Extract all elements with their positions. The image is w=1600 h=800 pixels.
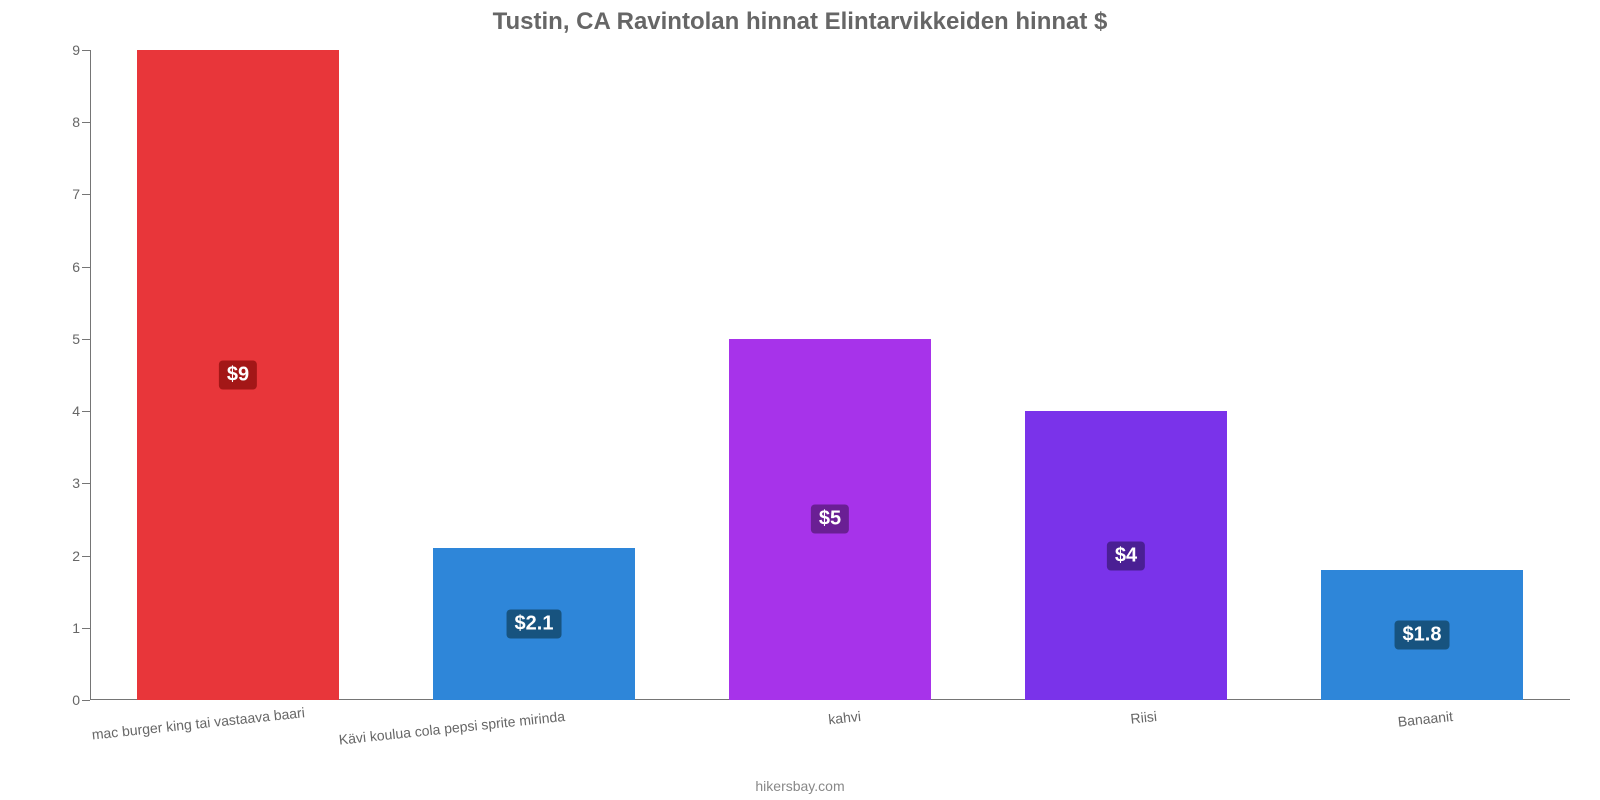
y-tick — [82, 122, 90, 123]
y-tick-label: 9 — [50, 42, 80, 58]
bar-value-label: $1.8 — [1395, 621, 1450, 650]
y-tick — [82, 267, 90, 268]
y-tick-label: 5 — [50, 331, 80, 347]
y-tick-label: 3 — [50, 475, 80, 491]
bar-value-label: $9 — [219, 361, 257, 390]
price-bar-chart: Tustin, CA Ravintolan hinnat Elintarvikk… — [0, 0, 1600, 800]
chart-credit: hikersbay.com — [0, 778, 1600, 794]
y-tick-label: 6 — [50, 259, 80, 275]
x-category-label: mac burger king tai vastaava baari — [91, 708, 270, 743]
y-tick-label: 2 — [50, 548, 80, 564]
chart-title: Tustin, CA Ravintolan hinnat Elintarvikk… — [0, 8, 1600, 36]
y-tick — [82, 339, 90, 340]
y-tick — [82, 700, 90, 701]
bar-value-label: $5 — [811, 505, 849, 534]
bar-value-label: $4 — [1107, 541, 1145, 570]
y-tick-label: 1 — [50, 620, 80, 636]
plot-area: 0123456789$9mac burger king tai vastaava… — [90, 50, 1570, 700]
y-tick — [82, 628, 90, 629]
y-tick-label: 4 — [50, 403, 80, 419]
y-tick — [82, 411, 90, 412]
y-tick — [82, 50, 90, 51]
y-tick-label: 8 — [50, 114, 80, 130]
y-tick — [82, 556, 90, 557]
y-tick-label: 0 — [50, 692, 80, 708]
y-tick-label: 7 — [50, 186, 80, 202]
y-axis-line — [90, 50, 91, 700]
y-tick — [82, 194, 90, 195]
y-tick — [82, 483, 90, 484]
bar-value-label: $2.1 — [507, 610, 562, 639]
